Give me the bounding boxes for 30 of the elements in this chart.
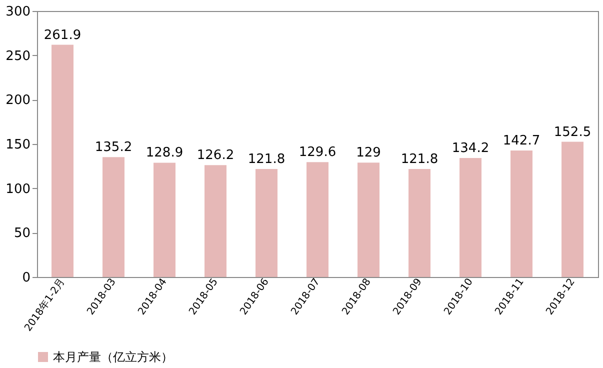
data-label: 121.8 <box>400 152 438 168</box>
bar <box>510 150 532 277</box>
bar <box>306 162 328 277</box>
data-label: 129 <box>356 146 381 161</box>
data-label: 152.5 <box>554 124 592 140</box>
data-label: 134.2 <box>452 141 490 156</box>
y-tick-label: 300 <box>6 4 30 20</box>
y-tick-label: 200 <box>6 93 30 108</box>
bar <box>204 165 226 277</box>
bar <box>408 169 430 277</box>
legend-label: 本月产量（亿立方米） <box>53 350 173 364</box>
y-tick-label: 100 <box>6 182 30 197</box>
bar <box>562 142 584 277</box>
bar <box>102 157 124 277</box>
bar <box>52 44 74 277</box>
data-label: 128.9 <box>146 146 184 161</box>
data-label: 142.7 <box>502 133 540 148</box>
data-label: 121.8 <box>248 152 286 168</box>
data-label: 135.2 <box>94 140 132 156</box>
y-tick-label: 50 <box>14 226 30 242</box>
bar <box>154 162 176 277</box>
y-tick-label: 150 <box>6 138 30 152</box>
bar <box>460 158 482 277</box>
data-label: 129.6 <box>298 145 336 160</box>
bar <box>256 169 278 277</box>
y-tick-label: 0 <box>22 270 30 286</box>
bar <box>358 162 380 277</box>
data-label: 261.9 <box>44 28 82 43</box>
data-label: 126.2 <box>196 148 234 164</box>
y-tick-label: 250 <box>6 48 30 64</box>
